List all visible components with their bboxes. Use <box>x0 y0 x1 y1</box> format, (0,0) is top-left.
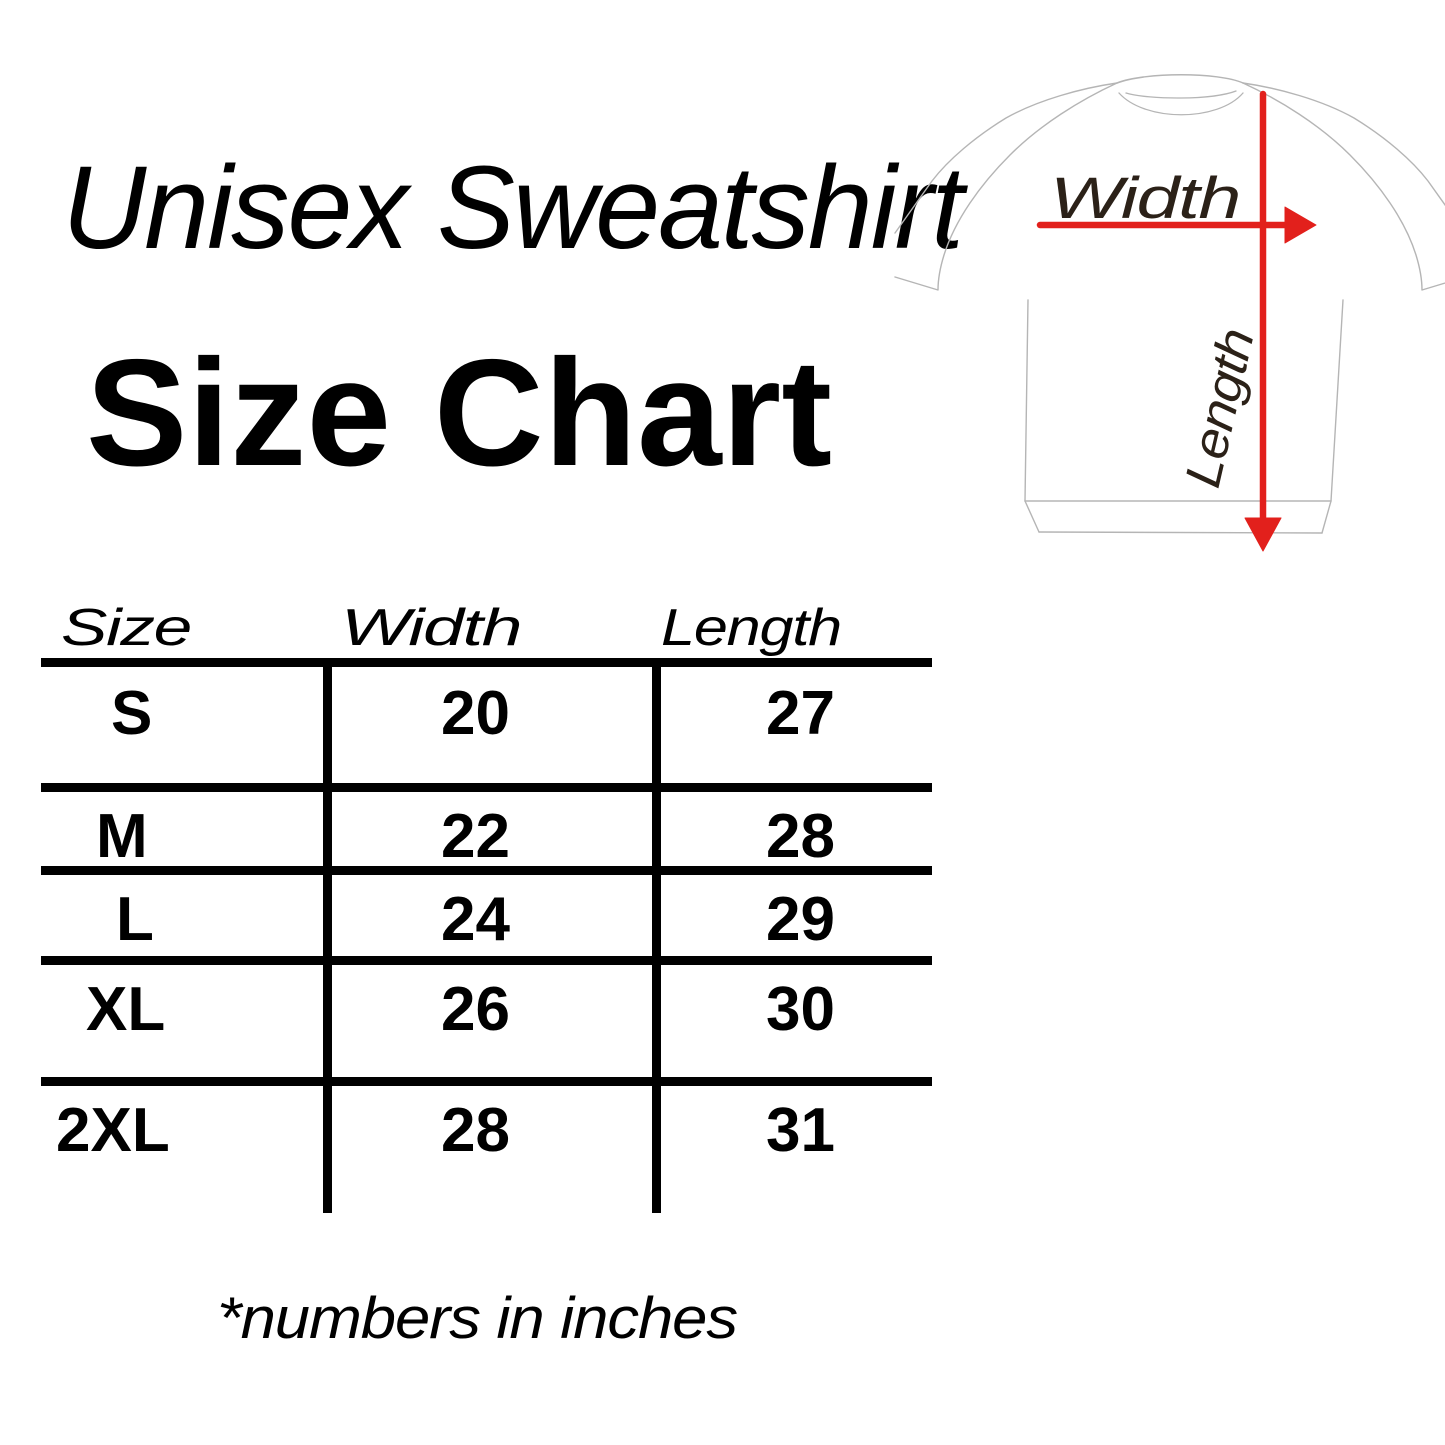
svg-text:*numbers in inches: *numbers in inches <box>217 1286 737 1351</box>
svg-text:Length: Length <box>661 599 841 657</box>
svg-text:Width: Width <box>341 599 521 657</box>
svg-text:Size: Size <box>61 599 191 657</box>
svg-text:Length: Length <box>1174 324 1265 492</box>
svg-text:Width: Width <box>1050 166 1240 231</box>
